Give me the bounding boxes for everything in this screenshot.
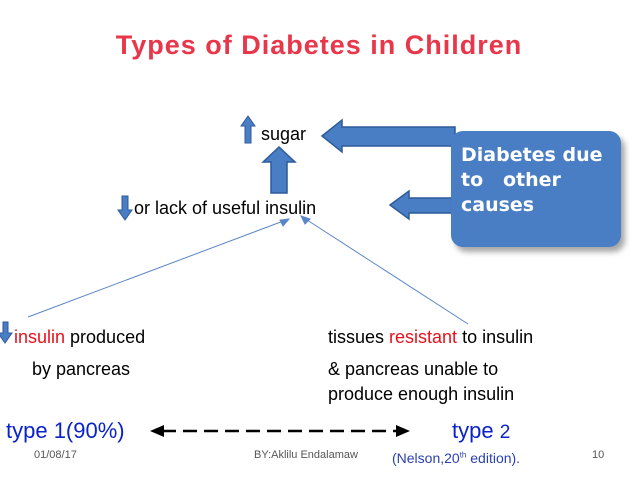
left-arrow-icon bbox=[320, 118, 456, 154]
resistant-word: resistant bbox=[389, 327, 458, 347]
double-dashed-arrow-icon bbox=[150, 425, 410, 437]
citation: (Nelson,20th edition). bbox=[392, 450, 520, 466]
insulin-word: insulin bbox=[14, 327, 66, 347]
slide-title: Types of Diabetes in Children bbox=[115, 30, 523, 60]
right-cause-line1: tissues resistant to insulin bbox=[328, 327, 533, 348]
right-cause-line2: & pancreas unable to bbox=[328, 359, 499, 379]
footer-date: 01/08/17 bbox=[34, 449, 77, 461]
type2-label: type 2 bbox=[452, 418, 510, 444]
up-arrow-icon bbox=[261, 145, 297, 194]
type2-word: type bbox=[452, 418, 500, 443]
right-cause-pre: tissues bbox=[328, 327, 390, 347]
citation-post: edition). bbox=[466, 450, 521, 466]
thin-arrow-right-cause bbox=[300, 215, 469, 325]
thin-arrow-left-cause bbox=[27, 218, 291, 318]
up-arrow-icon bbox=[240, 115, 256, 144]
insulin-lack-label: or lack of useful insulin bbox=[134, 198, 317, 218]
other-causes-callout: Diabetes due to other causes bbox=[451, 131, 621, 247]
type2-number: 2 bbox=[499, 422, 511, 443]
down-arrow-icon bbox=[117, 195, 133, 221]
left-arrow-icon bbox=[388, 189, 456, 221]
page-number: 10 bbox=[592, 449, 605, 461]
left-cause-line2: by pancreas bbox=[32, 359, 131, 379]
type1-label: type 1(90%) bbox=[6, 418, 125, 443]
citation-sup: th bbox=[459, 450, 467, 460]
sugar-label: sugar bbox=[261, 124, 307, 144]
right-cause-line3: produce enough insulin bbox=[328, 384, 515, 404]
right-cause-post: to insulin bbox=[457, 327, 534, 347]
callout-text: Diabetes due to other causes bbox=[461, 144, 603, 216]
footer-author: BY:Aklilu Endalamaw bbox=[254, 449, 358, 461]
citation-pre: (Nelson,20 bbox=[392, 450, 460, 466]
left-cause-line1: insulin produced bbox=[14, 327, 145, 348]
down-arrow-icon bbox=[0, 321, 13, 344]
left-cause-rest: produced bbox=[65, 327, 146, 347]
